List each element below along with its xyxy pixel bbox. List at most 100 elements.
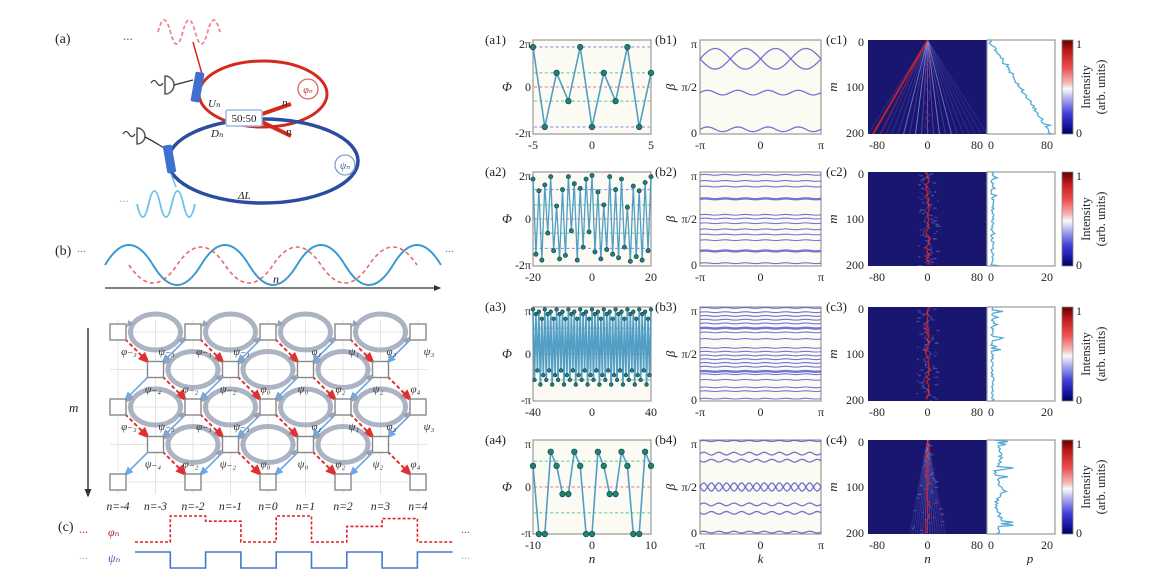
ylabel-phi: Φ [502, 346, 512, 361]
lattice-phase-label: ψ₀ [298, 384, 309, 396]
ytick: 0 [691, 526, 697, 540]
panel-label-c3: (c3) [826, 299, 847, 314]
xtick: -π [695, 138, 705, 152]
lattice-phase-label: φ₃ [387, 346, 397, 358]
cb-label-intensity: Intensity [1079, 64, 1093, 108]
lattice-site [334, 398, 352, 416]
band-curve [699, 390, 822, 393]
loop-circulation-icon [203, 311, 258, 353]
ytick: 2π [519, 37, 531, 51]
xtick: π [818, 405, 824, 419]
side-profile-c2 [986, 171, 1056, 267]
xtick: 0 [589, 270, 595, 284]
result-row-1: (a1) 2π0-2πΦ-5 0 5(b1) ππ/20β-π 0 π(c1) 0100200… [485, 32, 1108, 152]
lattice-diagram: φ₋₃ ψ₋₃ φ₋₁ ψ₋₁ φ₁ ψ₁ φ₃ ψ₃ φ₋₃ ψ₋₃ φ₋₁ ψ₋₁ φ₁ ψ₁ φ₃ ψ₃… [106, 311, 435, 513]
lower-fiber-loop [166, 117, 360, 205]
plot-box-b1 [699, 39, 822, 135]
beam-splitter-box [225, 109, 263, 127]
phase-modulator-phi [297, 78, 319, 100]
loop-circulation-icon [128, 311, 183, 353]
xtick: 0 [758, 538, 764, 552]
ytick: 0 [691, 258, 697, 272]
loop-circulation-icon [203, 386, 258, 428]
colorbar [1061, 39, 1074, 135]
ytick: 0 [525, 80, 531, 94]
n-lower-label: n [286, 126, 292, 138]
lattice-phase-label: φ₀ [261, 384, 271, 396]
band-curve [699, 239, 822, 242]
band-curve [699, 173, 822, 176]
wave-ellipsis-right: ... [445, 241, 454, 255]
loop-circulation-icon [315, 349, 371, 390]
ylabel-phi: Φ [502, 479, 512, 494]
ytick-m: 0 [858, 167, 864, 181]
lattice-phase-label: φ₂ [336, 459, 346, 471]
phi-wave-label: φₙ [108, 525, 120, 539]
panel-a-label: (a) [55, 32, 71, 47]
n-upper-label: n [282, 97, 288, 109]
band-curve [699, 530, 822, 534]
lattice-phase-label: φ₂ [336, 384, 346, 396]
lattice-phase-label: φ₋₂ [183, 384, 199, 396]
band-curve [699, 378, 822, 381]
band-curve [699, 338, 822, 340]
cb-tick-min: 0 [1076, 393, 1082, 407]
xtick: -80 [869, 138, 885, 152]
cb-tick-min: 0 [1076, 126, 1082, 140]
lattice-phase-label: ψ₂ [373, 459, 384, 471]
xtick-side: 0 [988, 538, 994, 552]
phi-wave-ellipsis-left: ... [79, 522, 88, 536]
lattice-phase-label: φ₋₃ [121, 421, 137, 433]
panel-label-a1: (a1) [485, 32, 506, 47]
lattice-site [184, 473, 202, 491]
ylabel-phi: Φ [502, 211, 512, 226]
band-curve [699, 249, 822, 253]
colorbar [1061, 171, 1074, 267]
blue-ellipsis: ... [119, 190, 129, 205]
xtick: 80 [971, 538, 983, 552]
band-curve [699, 311, 822, 314]
band-curve [699, 354, 822, 357]
lattice-phase-label: φ₃ [387, 421, 397, 433]
ytick: -π [521, 526, 531, 540]
phi-wave-ellipsis-right: ... [461, 522, 470, 536]
band-curve [699, 365, 822, 368]
lattice-phase-label: φ₄ [411, 384, 421, 396]
lattice-phase-label: ψ₋₁ [233, 346, 250, 358]
intensity-trace-c1 [988, 40, 1053, 134]
panel-label-c1: (c1) [826, 32, 847, 47]
ytick: π [691, 169, 697, 183]
psi-wave-ellipsis-right: ... [461, 548, 470, 562]
xtick: 0 [758, 270, 764, 284]
lattice-phase-label: ψ₁ [349, 346, 360, 358]
lattice-phase-label: ψ₋₁ [233, 421, 250, 433]
xtick-side: 0 [988, 270, 994, 284]
lattice-phase-label: φ₋₁ [196, 346, 212, 358]
panel-label-c2: (c2) [826, 164, 847, 179]
band-curve [699, 358, 822, 361]
band-curve [699, 322, 822, 325]
lattice-site [334, 473, 352, 491]
band-curve [699, 185, 822, 188]
intensity-trace-c4 [992, 440, 1014, 534]
input-coupler-lower [162, 144, 177, 174]
loop-circulation-icon [240, 424, 296, 465]
xtick: 80 [971, 138, 983, 152]
xtick-side: 20 [1041, 405, 1053, 419]
panel-label-a3: (a3) [485, 299, 506, 314]
panel-label-b3: (b3) [655, 299, 677, 314]
ytick: π [691, 37, 697, 51]
side-profile-c1 [986, 39, 1056, 135]
lattice-phase-label: φ₀ [261, 459, 271, 471]
xlabel-k: k [758, 551, 764, 565]
band-curve [699, 458, 822, 463]
photodetector-upper [164, 75, 175, 95]
band-curve [699, 126, 822, 133]
lattice-site [109, 323, 127, 341]
xlabel-n: n [589, 551, 596, 565]
xtick: 5 [648, 138, 654, 152]
ytick: 0 [691, 393, 697, 407]
ytick-m: 100 [846, 212, 864, 226]
band-curve [699, 217, 822, 220]
ylabel-beta: β [663, 483, 678, 491]
